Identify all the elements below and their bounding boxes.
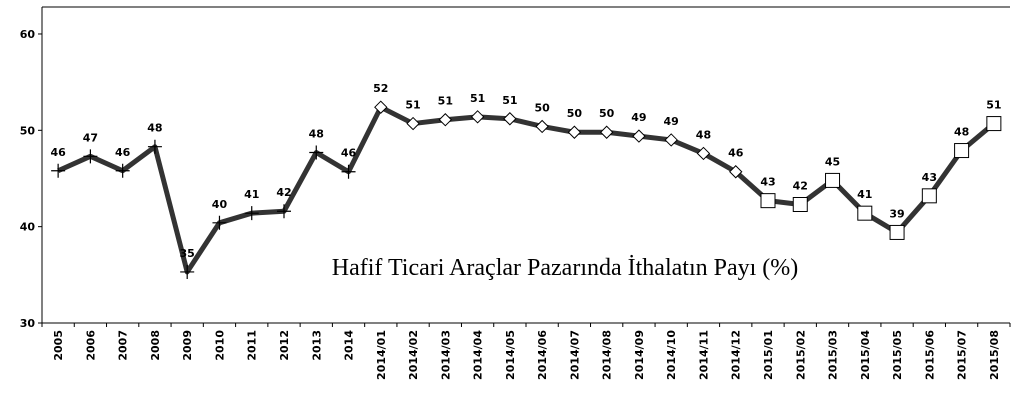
x-tick-label: 2011	[246, 330, 259, 361]
annotation: Hafif Ticari Araçlar Pazarında İthalatın…	[332, 255, 799, 281]
marker	[664, 133, 678, 147]
line	[57, 104, 996, 275]
marker	[599, 125, 614, 139]
data-label: 49	[664, 115, 679, 128]
data-label: 50	[534, 101, 550, 114]
data-label: 51	[405, 99, 420, 112]
x-tick-label: 2015/06	[923, 330, 936, 380]
x-tick-label: 2014/12	[730, 330, 743, 380]
data-label: 51	[470, 92, 485, 105]
marker	[986, 116, 1002, 132]
marker	[567, 125, 582, 139]
marker	[374, 100, 388, 114]
marker	[729, 165, 743, 179]
x-tick-label: 2010	[213, 330, 226, 361]
data-label: 43	[760, 176, 775, 189]
marker	[792, 197, 808, 212]
data-label: 48	[954, 126, 969, 139]
marker	[825, 172, 841, 188]
data-label: 51	[502, 94, 517, 107]
x-tick-label: 2015/04	[859, 330, 872, 380]
marker	[438, 113, 453, 127]
marker	[632, 129, 646, 143]
data-label: 42	[793, 180, 808, 193]
marker	[889, 224, 905, 240]
data-label: 49	[631, 111, 646, 124]
marker	[696, 146, 711, 161]
data-label: 51	[986, 99, 1001, 112]
marker	[341, 164, 356, 179]
data-label: 50	[567, 107, 583, 120]
x-tick-label: 2014/09	[633, 330, 646, 380]
x-tick-label: 2014/10	[665, 330, 678, 380]
marker	[406, 116, 420, 131]
marker	[244, 206, 259, 221]
x-tick-label: 2014/08	[601, 330, 614, 380]
data-label: 42	[276, 186, 291, 199]
y-tick-label: 30	[20, 317, 36, 330]
y-tick-label: 50	[20, 124, 36, 137]
data-label: 46	[341, 147, 357, 160]
x-tick-label: 2014/04	[472, 330, 485, 380]
data-label: 47	[83, 131, 98, 144]
data-label: 41	[244, 188, 259, 201]
marker	[503, 112, 517, 126]
marker	[954, 143, 970, 159]
x-tick-label: 2005	[52, 330, 65, 361]
data-label: 50	[599, 107, 615, 120]
marker	[470, 110, 485, 124]
data-label: 43	[922, 171, 937, 184]
y-tick-label: 40	[20, 221, 36, 234]
x-tick-label: 2013	[310, 330, 323, 361]
x-tick-label: 2015/08	[988, 330, 1001, 380]
marker	[115, 163, 130, 178]
x-tick-label: 2008	[149, 330, 162, 361]
x-tick-label: 2007	[117, 330, 130, 361]
data-label: 48	[696, 128, 711, 141]
x-tick-label: 2015/01	[762, 330, 775, 380]
marker	[83, 149, 98, 164]
data-label: 52	[373, 82, 388, 95]
data-label: 39	[889, 207, 904, 220]
data-label: 46	[50, 146, 66, 159]
marker	[180, 264, 195, 279]
x-tick-label: 2014/11	[697, 330, 710, 380]
x-tick-label: 2014	[343, 330, 356, 361]
data-label: 46	[728, 147, 744, 160]
data-label: 35	[180, 247, 195, 260]
marker	[51, 163, 66, 178]
x-tick-label: 2012	[278, 330, 291, 361]
data-label: 51	[438, 95, 453, 108]
x-tick-label: 2015/05	[891, 330, 904, 380]
marker	[147, 139, 162, 154]
data-label: 48	[147, 122, 162, 135]
x-tick-label: 2014/06	[536, 330, 549, 380]
x-tick-label: 2015/02	[794, 330, 807, 380]
data-label: 45	[825, 155, 840, 168]
data-label: 41	[857, 188, 872, 201]
marker	[309, 145, 324, 160]
x-tick-label: 2014/03	[439, 330, 452, 380]
x-tick-label: 2014/01	[375, 330, 388, 380]
marker	[277, 204, 291, 219]
marker	[857, 205, 873, 221]
x-tick-label: 2014/07	[568, 330, 581, 380]
marker	[760, 193, 776, 209]
x-tick-label: 2014/05	[504, 330, 517, 380]
marker	[921, 188, 937, 204]
data-label: 48	[309, 127, 324, 140]
marker	[535, 119, 549, 134]
x-tick-label: 2014/02	[407, 330, 420, 380]
x-tick-label: 2006	[84, 330, 97, 361]
data-label: 40	[212, 198, 228, 211]
marker	[212, 215, 227, 230]
x-tick-label: 2015/07	[956, 330, 969, 380]
data-label: 46	[115, 146, 131, 159]
x-tick-label: 2015/03	[827, 330, 840, 380]
x-tick-label: 2009	[181, 330, 194, 361]
y-tick-label: 60	[20, 28, 36, 41]
